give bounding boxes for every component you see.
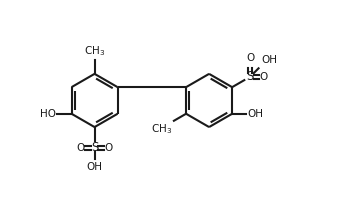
Text: OH: OH bbox=[87, 162, 103, 172]
Text: O: O bbox=[246, 53, 254, 63]
Text: HO: HO bbox=[40, 109, 56, 119]
Text: O: O bbox=[77, 143, 85, 153]
Text: O: O bbox=[260, 72, 268, 82]
Text: S: S bbox=[246, 70, 254, 83]
Text: OH: OH bbox=[247, 109, 263, 119]
Text: CH$_3$: CH$_3$ bbox=[151, 122, 172, 136]
Text: CH$_3$: CH$_3$ bbox=[84, 45, 105, 58]
Text: O: O bbox=[104, 143, 112, 153]
Text: OH: OH bbox=[261, 55, 277, 65]
Text: S: S bbox=[91, 141, 98, 154]
